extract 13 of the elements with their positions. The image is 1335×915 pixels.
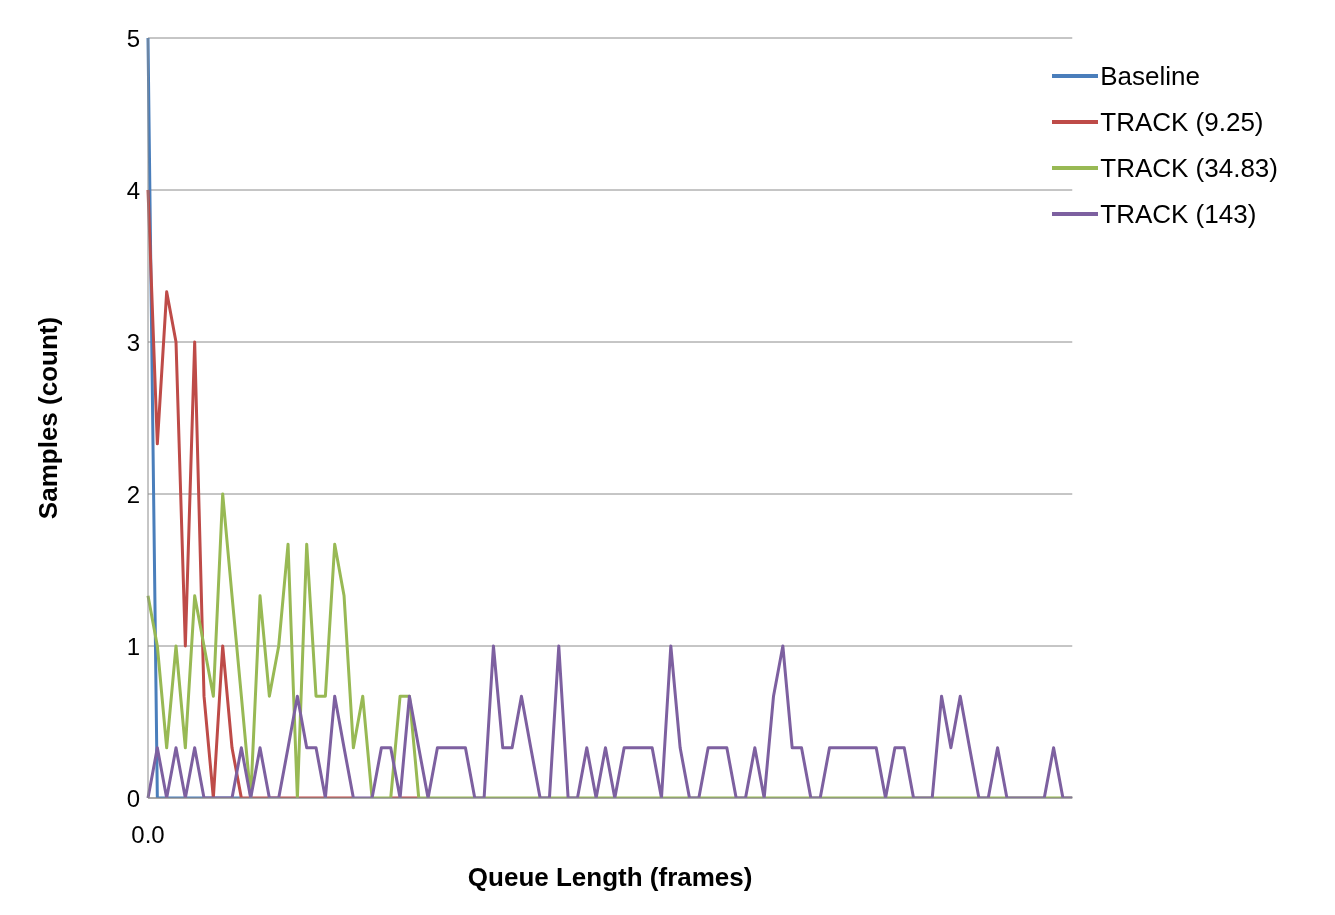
y-tick-label: 1	[126, 632, 140, 660]
legend-label: TRACK (9.25)	[1100, 106, 1264, 139]
y-axis-title: Samples (count)	[33, 316, 64, 520]
y-tick-label: 5	[126, 24, 140, 52]
y-tick-label: 3	[126, 328, 140, 356]
y-tick-label: 2	[126, 480, 140, 508]
legend-label: TRACK (34.83)	[1100, 152, 1278, 185]
y-tick-label: 4	[126, 176, 140, 204]
x-axis-title: Queue Length (frames)	[467, 862, 753, 893]
legend-label: TRACK (143)	[1100, 198, 1257, 231]
legend-label: Baseline	[1100, 60, 1200, 93]
y-tick-label: 0	[126, 784, 140, 812]
x-tick-label: 0.0	[131, 821, 165, 849]
